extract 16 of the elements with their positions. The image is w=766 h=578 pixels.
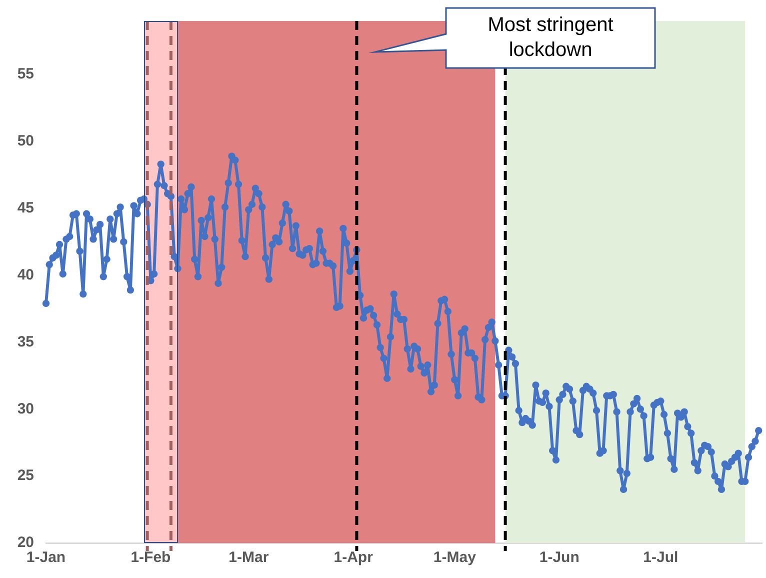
y-tick-label: 20 xyxy=(17,534,34,552)
x-tick-label: 1-Jun xyxy=(539,549,580,566)
x-tick-label: 1-Feb xyxy=(130,549,171,566)
y-tick-label: 40 xyxy=(17,266,34,284)
x-tick-label: 1-May xyxy=(433,549,477,566)
x-tick-label: 1-Mar xyxy=(228,549,269,566)
x-tick-label: 1-Jan xyxy=(26,549,66,566)
y-tick-label: 45 xyxy=(17,200,34,217)
y-tick-label: 55 xyxy=(17,66,34,83)
y-tick-label: 25 xyxy=(17,467,34,484)
y-tick-label: 35 xyxy=(17,333,34,350)
x-tick-label: 1-Jul xyxy=(643,549,678,566)
x-tick-label: 1-Apr xyxy=(334,549,374,566)
y-tick-label: 50 xyxy=(17,132,34,150)
annotation: Most stringent lockdown xyxy=(488,14,614,62)
y-tick-label: 30 xyxy=(17,400,34,418)
